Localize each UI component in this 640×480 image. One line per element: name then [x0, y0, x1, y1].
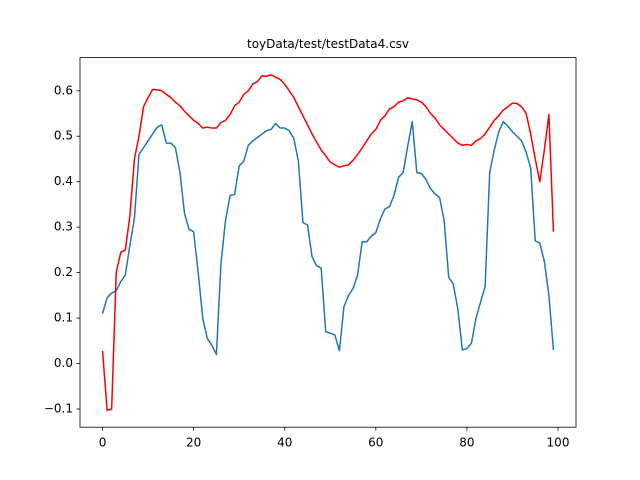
axes-frame	[79, 57, 577, 428]
chart-title: toyData/test/testData4.csv	[247, 37, 409, 51]
y-tick-label: 0.0	[54, 356, 73, 370]
y-tick-label: 0.4	[54, 174, 73, 188]
y-tick-label: 0.1	[54, 311, 73, 325]
x-tick-label: 100	[547, 436, 570, 450]
x-tick-label: 80	[459, 436, 474, 450]
y-tick-label: −0.1	[44, 402, 73, 416]
data-line	[101, 74, 555, 412]
y-tick-label: 0.3	[54, 220, 73, 234]
x-tick-label: 20	[186, 436, 201, 450]
data-line	[101, 120, 555, 356]
x-tick-label: 40	[277, 436, 292, 450]
y-tick-label: 0.5	[54, 129, 73, 143]
y-tick-label: 0.6	[54, 83, 73, 97]
x-tick-label: 0	[99, 436, 107, 450]
y-tick-label: 0.2	[54, 265, 73, 279]
x-tick-label: 60	[368, 436, 383, 450]
